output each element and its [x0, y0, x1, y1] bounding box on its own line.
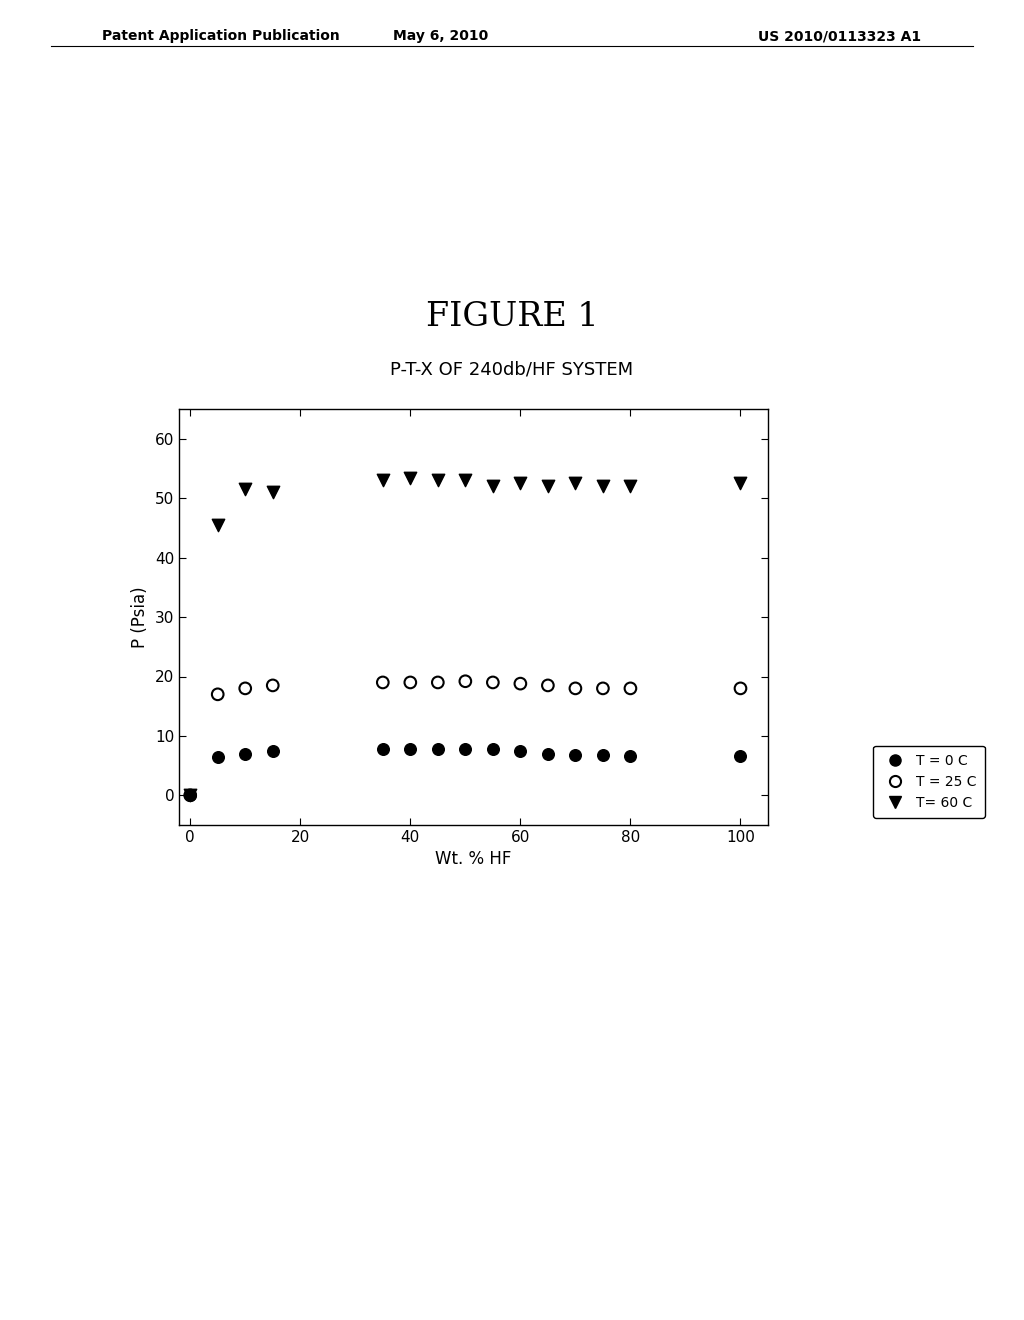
Point — [540, 675, 556, 696]
Point — [375, 470, 391, 491]
Text: Patent Application Publication: Patent Application Publication — [102, 29, 340, 44]
Text: US 2010/0113323 A1: US 2010/0113323 A1 — [759, 29, 922, 44]
Point — [210, 684, 226, 705]
Point — [182, 784, 199, 805]
Legend: T = 0 C, T = 25 C, T= 60 C: T = 0 C, T = 25 C, T= 60 C — [872, 746, 985, 818]
Point — [182, 784, 199, 805]
Point — [567, 744, 584, 766]
Point — [182, 784, 199, 805]
Point — [540, 743, 556, 764]
Point — [264, 482, 281, 503]
Text: May 6, 2010: May 6, 2010 — [392, 29, 488, 44]
Point — [595, 678, 611, 700]
Point — [595, 744, 611, 766]
Point — [237, 678, 253, 700]
Point — [732, 744, 749, 766]
Point — [457, 671, 473, 692]
Point — [375, 672, 391, 693]
Point — [457, 738, 473, 759]
Point — [595, 475, 611, 496]
Point — [264, 675, 281, 696]
Point — [457, 470, 473, 491]
Y-axis label: P (Psia): P (Psia) — [131, 586, 150, 648]
Point — [484, 672, 501, 693]
Point — [623, 475, 639, 496]
Point — [567, 678, 584, 700]
Point — [512, 741, 528, 762]
Point — [375, 738, 391, 759]
Point — [430, 738, 446, 759]
Point — [623, 744, 639, 766]
Point — [540, 475, 556, 496]
Point — [210, 515, 226, 536]
X-axis label: Wt. % HF: Wt. % HF — [435, 850, 512, 869]
Point — [430, 470, 446, 491]
Point — [732, 678, 749, 700]
Point — [484, 475, 501, 496]
Point — [402, 467, 419, 488]
Point — [402, 672, 419, 693]
Point — [484, 738, 501, 759]
Point — [623, 678, 639, 700]
Point — [512, 673, 528, 694]
Text: P-T-X OF 240db/HF SYSTEM: P-T-X OF 240db/HF SYSTEM — [390, 360, 634, 379]
Point — [567, 473, 584, 494]
Point — [512, 473, 528, 494]
Point — [210, 746, 226, 767]
Point — [237, 479, 253, 500]
Point — [264, 741, 281, 762]
Point — [430, 672, 446, 693]
Text: FIGURE 1: FIGURE 1 — [426, 301, 598, 333]
Point — [732, 473, 749, 494]
Point — [402, 738, 419, 759]
Point — [237, 743, 253, 764]
